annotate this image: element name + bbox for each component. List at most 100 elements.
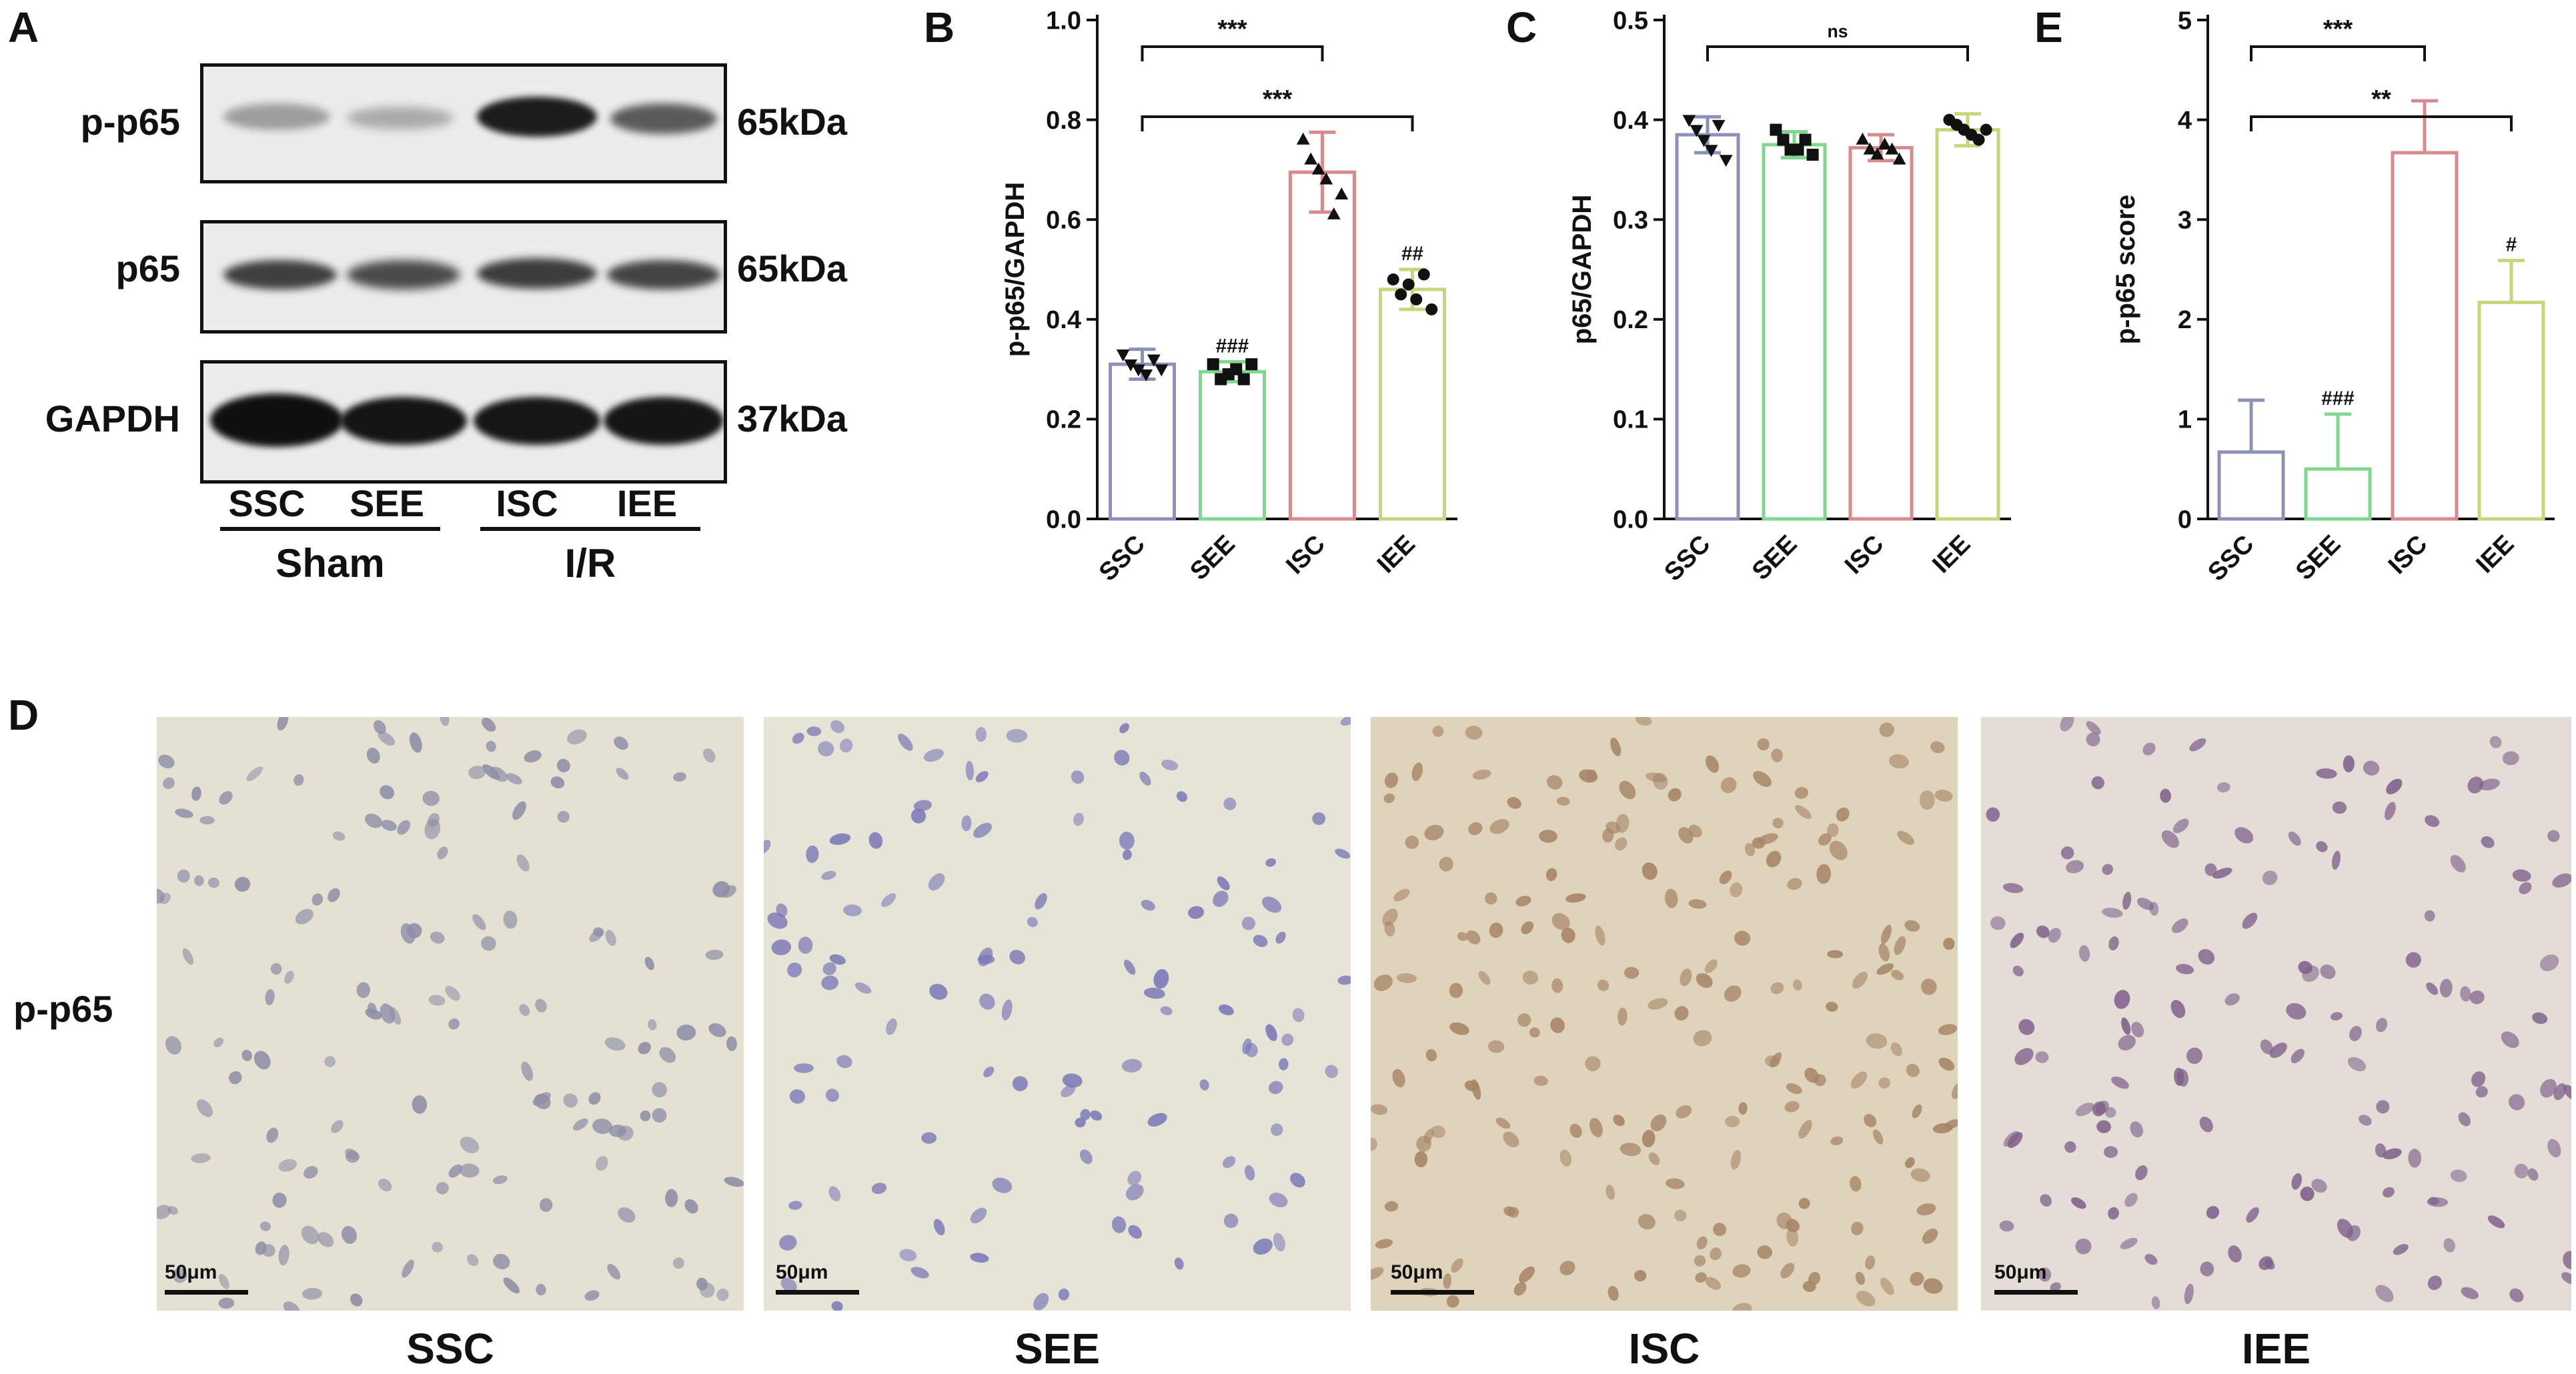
- y-tick-label: 1.0: [1046, 7, 1081, 35]
- cell-nucleus: [1489, 922, 1503, 938]
- cell-nucleus: [1468, 822, 1483, 836]
- cell-nucleus: [1521, 921, 1534, 934]
- cell-nucleus: [366, 747, 380, 764]
- cell-nucleus: [1916, 1203, 1936, 1216]
- cell-nucleus: [1519, 1266, 1535, 1283]
- cell-nucleus: [1383, 793, 1395, 804]
- scale-bar: [1391, 1290, 1474, 1295]
- cell-nucleus: [2050, 1282, 2061, 1292]
- cell-nucleus: [2184, 1283, 2194, 1305]
- bar: [1848, 145, 1914, 521]
- cell-nucleus: [557, 810, 570, 823]
- cell-nucleus: [459, 1163, 480, 1178]
- cell-nucleus: [1744, 843, 1756, 856]
- data-point: [1155, 364, 1169, 377]
- cell-nucleus: [898, 733, 913, 751]
- micrograph-row-label: p-p65: [13, 988, 113, 1030]
- cell-nucleus: [2160, 788, 2171, 803]
- y-tick-label: 0: [2178, 506, 2192, 534]
- cell-nucleus: [1466, 930, 1481, 944]
- cell-nucleus: [1253, 934, 1268, 947]
- cell-nucleus: [1615, 837, 1628, 851]
- cell-nucleus: [2198, 948, 2215, 965]
- cell-nucleus: [2142, 742, 2156, 756]
- cell-nucleus: [821, 975, 839, 990]
- cell-nucleus: [724, 1177, 744, 1187]
- cell-nucleus: [311, 893, 324, 906]
- cell-nucleus: [605, 930, 616, 946]
- cell-nucleus: [1219, 1004, 1234, 1016]
- cell-nucleus: [1529, 1027, 1540, 1038]
- cell-nucleus: [317, 1232, 334, 1247]
- data-point: [1139, 369, 1153, 382]
- cell-nucleus: [556, 758, 570, 772]
- cell-nucleus: [1906, 1064, 1920, 1077]
- cell-nucleus: [1507, 1207, 1519, 1218]
- cell-nucleus: [2066, 860, 2084, 874]
- cell-nucleus: [402, 1259, 414, 1278]
- cell-nucleus: [2561, 1272, 2571, 1285]
- bar: [2304, 467, 2372, 521]
- cell-nucleus: [1382, 908, 1398, 926]
- cell-nucleus: [378, 1179, 392, 1192]
- cell-nucleus: [1642, 862, 1658, 880]
- significance-label: ***: [1217, 15, 1247, 43]
- cell-nucleus: [2003, 882, 2024, 893]
- cell-nucleus: [567, 729, 587, 745]
- cell-nucleus: [341, 1226, 357, 1244]
- cell-nucleus: [301, 1287, 323, 1300]
- cell-nucleus: [1680, 968, 1692, 986]
- cell-nucleus: [2118, 1035, 2136, 1051]
- cell-nucleus: [828, 1186, 841, 1201]
- cell-nucleus: [432, 1242, 444, 1253]
- cell-nucleus: [2443, 1238, 2455, 1253]
- cell-nucleus: [2206, 1206, 2220, 1219]
- cell-nucleus: [2086, 732, 2100, 746]
- cell-nucleus: [1012, 1076, 1028, 1091]
- cell-nucleus: [684, 1199, 698, 1214]
- y-axis-label: p-p65 score: [2111, 195, 2140, 345]
- data-point: [1237, 373, 1250, 386]
- cell-nucleus: [1241, 916, 1255, 930]
- cell-nucleus: [2552, 873, 2571, 888]
- cell-nucleus: [2547, 1139, 2561, 1158]
- bar: [2217, 450, 2285, 521]
- cell-nucleus: [2383, 1148, 2402, 1160]
- cell-nucleus: [2393, 1244, 2409, 1255]
- cell-nucleus: [430, 931, 445, 944]
- panel-letter-d: D: [8, 691, 39, 739]
- cell-nucleus: [1674, 1006, 1689, 1021]
- cell-nucleus: [2018, 1018, 2035, 1035]
- cell-nucleus: [2036, 925, 2050, 938]
- cell-nucleus: [2242, 912, 2258, 929]
- significance-label: **: [2371, 85, 2391, 113]
- cell-nucleus: [295, 908, 313, 924]
- cell-nucleus: [1006, 728, 1028, 743]
- cell-nucleus: [672, 1257, 684, 1269]
- cell-nucleus: [1561, 927, 1575, 943]
- cell-nucleus: [234, 876, 251, 892]
- cell-nucleus: [616, 768, 629, 780]
- data-point: [1387, 273, 1399, 285]
- cell-nucleus: [241, 1050, 252, 1061]
- cell-nucleus: [1986, 807, 2000, 822]
- cell-nucleus: [2040, 1194, 2052, 1207]
- cell-nucleus: [1794, 786, 1808, 799]
- cell-nucleus: [2151, 1296, 2160, 1309]
- cell-nucleus: [1223, 797, 1237, 810]
- y-tick-label: 1: [2178, 406, 2192, 434]
- cell-nucleus: [2010, 932, 2024, 948]
- cell-nucleus: [2111, 1076, 2129, 1089]
- cell-nucleus: [503, 910, 518, 929]
- cell-nucleus: [1638, 1214, 1656, 1230]
- cell-nucleus: [584, 1290, 600, 1301]
- cell-nucleus: [2286, 1002, 2307, 1020]
- cell-nucleus: [1602, 828, 1614, 843]
- cell-nucleus: [933, 1219, 945, 1236]
- cell-nucleus: [1375, 1239, 1393, 1249]
- cell-nucleus: [821, 870, 836, 880]
- cell-nucleus: [2375, 1143, 2387, 1158]
- cell-nucleus: [977, 954, 995, 964]
- cell-nucleus: [2469, 990, 2485, 1004]
- cell-nucleus: [1443, 1273, 1452, 1289]
